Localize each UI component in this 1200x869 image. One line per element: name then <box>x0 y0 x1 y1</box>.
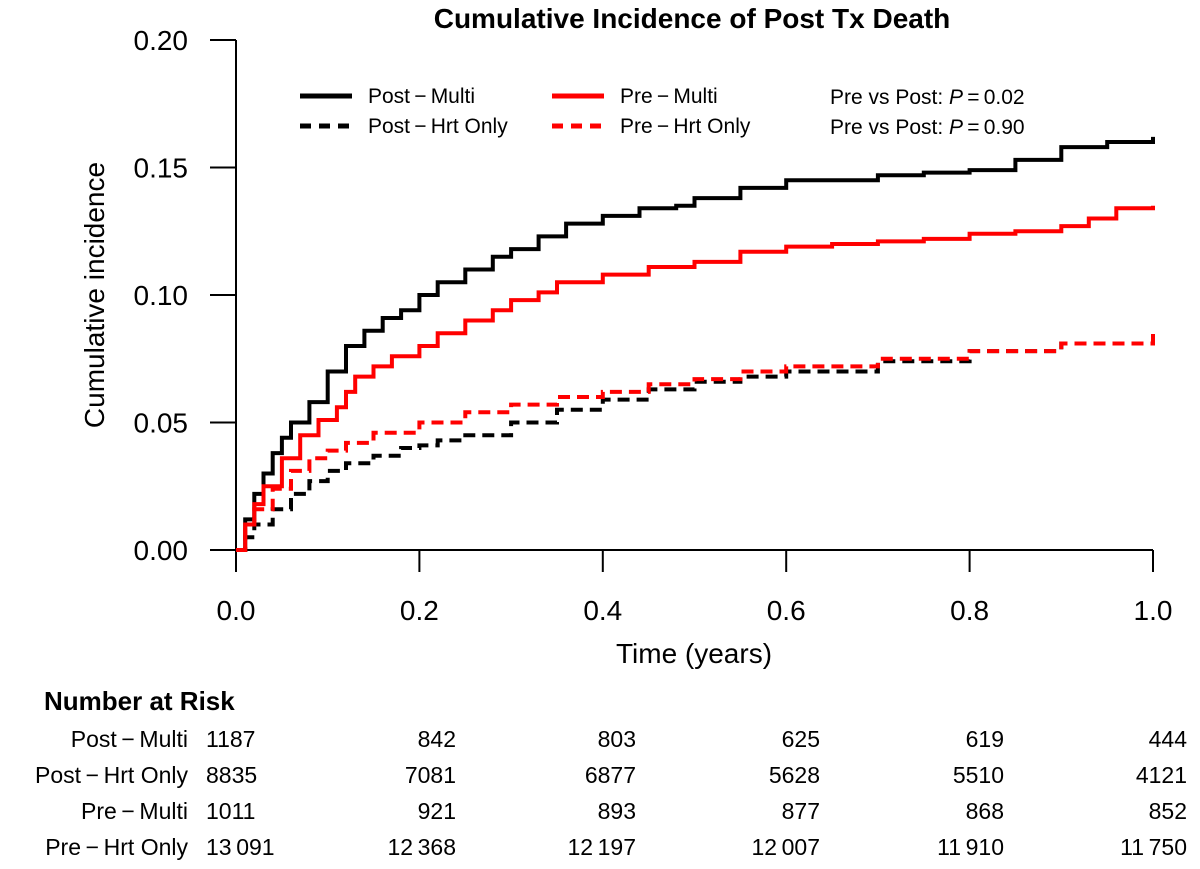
risk-cell: 1011 <box>206 798 256 824</box>
risk-cell: 1187 <box>206 726 256 752</box>
y-tick-label: 0.05 <box>134 408 189 439</box>
risk-cell: 6877 <box>584 762 636 788</box>
annotation-value: = 0.02 <box>963 86 1025 109</box>
risk-row-label: Post − Multi <box>70 726 188 752</box>
legend-label: Post − Multi <box>368 85 475 108</box>
legend-label: Pre − Hrt Only <box>620 115 751 138</box>
risk-cell: 803 <box>597 726 636 752</box>
risk-cell: 625 <box>781 726 820 752</box>
risk-cell: 4121 <box>1135 762 1187 788</box>
risk-cell: 11 750 <box>1120 834 1187 860</box>
risk-cell: 444 <box>1148 726 1187 752</box>
y-axis-ticks: 0.00 0.05 0.10 0.15 0.20 <box>134 25 236 566</box>
series-line-1 <box>236 335 1155 552</box>
risk-cell: 12 197 <box>567 834 636 860</box>
x-tick-label: 0.8 <box>950 595 989 626</box>
risk-cell: 842 <box>417 726 456 752</box>
series-line-2 <box>236 205 1155 552</box>
y-tick-label: 0.15 <box>134 153 189 184</box>
incidence-curves <box>236 136 1155 552</box>
x-tick-label: 0.2 <box>400 595 439 626</box>
risk-cell: 7081 <box>404 762 456 788</box>
y-tick-label: 0.20 <box>134 25 189 56</box>
risk-cell: 852 <box>1148 798 1187 824</box>
risk-cell: 8835 <box>206 762 258 788</box>
annotation-p-symbol: P <box>949 116 963 139</box>
legend-label: Post − Hrt Only <box>368 115 508 138</box>
y-tick-label: 0.00 <box>134 535 189 566</box>
chart-title: Cumulative Incidence of Post Tx Death <box>434 3 951 34</box>
x-tick-label: 1.0 <box>1134 595 1173 626</box>
risk-cell: 12 368 <box>387 834 456 860</box>
legend: Post − Multi Post − Hrt Only Pre − Multi Pr… <box>300 85 751 138</box>
risk-cell: 893 <box>597 798 636 824</box>
risk-cell: 5510 <box>952 762 1004 788</box>
annotation-prefix: Pre vs Post: <box>830 116 949 139</box>
risk-cell: 877 <box>781 798 820 824</box>
risk-cell: 13 091 <box>206 834 275 860</box>
risk-cell: 921 <box>417 798 456 824</box>
x-tick-label: 0.0 <box>217 595 256 626</box>
annotation-value: = 0.90 <box>963 116 1025 139</box>
risk-cell: 11 910 <box>937 834 1004 860</box>
y-tick-label: 0.10 <box>134 280 189 311</box>
x-tick-label: 0.6 <box>767 595 806 626</box>
x-axis-label: Time (years) <box>616 638 772 669</box>
y-axis-label: Cumulative incidence <box>79 162 110 428</box>
risk-row-label: Post − Hrt Only <box>34 762 188 788</box>
p-value-annotation: Pre vs Post: P = 0.90 <box>830 116 1025 139</box>
risk-cell: 619 <box>965 726 1004 752</box>
annotation-p-symbol: P <box>949 86 963 109</box>
risk-table-heading: Number at Risk <box>44 686 235 716</box>
x-tick-label: 0.4 <box>583 595 622 626</box>
cumulative-incidence-chart: Cumulative Incidence of Post Tx Death 0.… <box>79 3 1173 669</box>
risk-row-label: Pre − Multi <box>81 798 188 824</box>
risk-row-label: Pre − Hrt Only <box>45 834 188 860</box>
number-at-risk-table: Number at Risk Post − Multi 1187 842 803 625… <box>0 680 1200 869</box>
legend-label: Pre − Multi <box>620 85 718 108</box>
series-line-0 <box>236 136 1155 552</box>
annotation-prefix: Pre vs Post: <box>830 86 949 109</box>
risk-cell: 5628 <box>768 762 820 788</box>
series-line-3 <box>236 333 1155 552</box>
risk-cell: 868 <box>965 798 1004 824</box>
x-axis-ticks: 0.0 0.2 0.4 0.6 0.8 1.0 <box>217 550 1173 626</box>
p-value-annotation: Pre vs Post: P = 0.02 <box>830 86 1025 109</box>
risk-cell: 12 007 <box>751 834 820 860</box>
